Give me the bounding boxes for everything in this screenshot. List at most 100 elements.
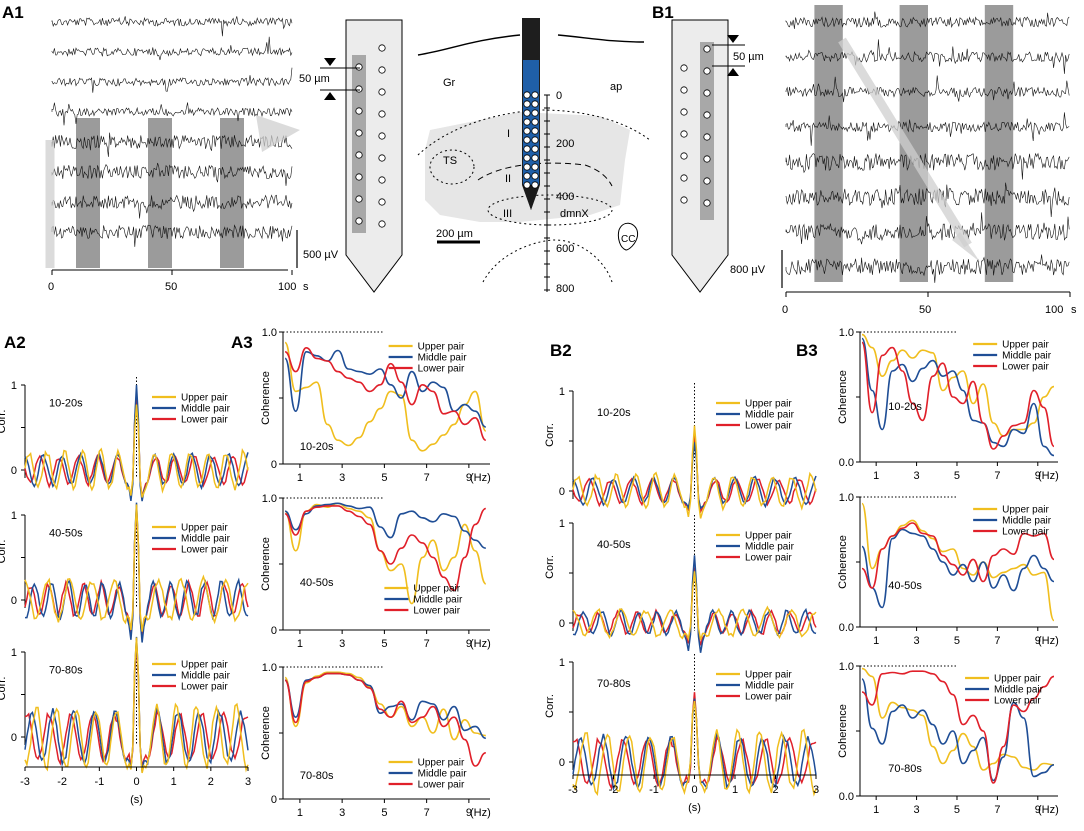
depth-200: 200 bbox=[556, 138, 574, 150]
b3-p2-legend-upper: Upper pair bbox=[1002, 505, 1049, 516]
recording-site bbox=[523, 163, 531, 171]
recording-site bbox=[531, 163, 539, 171]
a3-p3-legend-upper: Upper pair bbox=[418, 758, 465, 769]
recording-site bbox=[531, 136, 539, 144]
b2-series-upper bbox=[572, 425, 817, 519]
b3-x-tick-label: 9 bbox=[1035, 804, 1041, 816]
b3-p2-legend-middle: Middle pair bbox=[1002, 516, 1052, 527]
a3-x-tick-label: 1 bbox=[297, 472, 303, 484]
a3-window-label: 10-20s bbox=[300, 441, 334, 453]
b2-p1-legend-middle: Middle pair bbox=[745, 410, 795, 421]
b3-y-label: Coherence bbox=[837, 704, 849, 758]
raw-trace bbox=[785, 254, 1070, 283]
b3-y-tick-label: 1.0 bbox=[839, 492, 854, 504]
b3-x-tick-label: 9 bbox=[1035, 635, 1041, 647]
b1-tick-50: 50 bbox=[919, 304, 931, 316]
a2-x-tick-label: 3 bbox=[245, 776, 251, 788]
analysis-window-band bbox=[76, 118, 100, 268]
panel-label-a2: A2 bbox=[4, 333, 26, 352]
recording-site bbox=[531, 109, 539, 117]
b3-series-upper bbox=[861, 667, 1055, 771]
a3-y-tick-label: 0 bbox=[271, 459, 277, 471]
b3-subplot-3: 0.0 1.0 Coherence 1 3 5 7 9(Hz) 70-80s Upper pair… bbox=[837, 661, 1059, 816]
recording-site bbox=[531, 91, 539, 99]
label-gr: Gr bbox=[443, 77, 456, 89]
panel-label-b2: B2 bbox=[550, 341, 572, 360]
b2-p2-legend-upper: Upper pair bbox=[745, 531, 792, 542]
a3-series-middle bbox=[284, 672, 487, 740]
recording-site bbox=[680, 174, 688, 182]
a2-y-tick-label: 1 bbox=[11, 510, 17, 522]
ts-outline bbox=[429, 149, 475, 185]
depth-800: 800 bbox=[556, 283, 574, 295]
a3-y-tick-label: 1.0 bbox=[262, 327, 277, 339]
recording-site bbox=[378, 66, 386, 74]
label-layer-i: I bbox=[507, 128, 510, 140]
electrode-recording-zone bbox=[523, 60, 539, 185]
raw-trace bbox=[51, 67, 293, 93]
a3-series-lower bbox=[284, 346, 487, 441]
a2-x-tick-label: -2 bbox=[57, 776, 67, 788]
b3-x-tick-label: 3 bbox=[914, 804, 920, 816]
a3-series-middle bbox=[284, 502, 486, 549]
b3-p1-legend-middle: Middle pair bbox=[1002, 351, 1052, 362]
a3-p3-legend-middle: Middle pair bbox=[418, 769, 468, 780]
a3-subplot-2: 0 1.0 Coherence 1 3 5 7 9(Hz) 40-50s Upper pairMi… bbox=[260, 493, 491, 650]
a3-x-tick-label: 9 bbox=[466, 807, 472, 819]
a2-y-tick-label: 1 bbox=[11, 380, 17, 392]
a2-p2-legend-upper: Upper pair bbox=[181, 523, 228, 534]
a3-p1-legend-middle: Middle pair bbox=[418, 353, 468, 364]
a2-y-label: Corr. bbox=[0, 410, 8, 434]
recording-site bbox=[523, 91, 531, 99]
a3-y-tick-label: 1.0 bbox=[262, 662, 277, 674]
recording-site bbox=[378, 198, 386, 206]
a3-y-label: Coherence bbox=[260, 706, 272, 760]
panel-label-a3: A3 bbox=[231, 333, 253, 352]
b3-x-tick-label: 3 bbox=[914, 470, 920, 482]
b2-series-middle bbox=[572, 698, 817, 792]
b3-x-tick-label: 5 bbox=[954, 804, 960, 816]
a2-series-upper bbox=[24, 404, 249, 498]
label-dmnx: dmnX bbox=[560, 208, 589, 220]
analysis-window-band bbox=[220, 118, 244, 268]
a3-p1-legend-upper: Upper pair bbox=[418, 342, 465, 353]
a1-tick-0: 0 bbox=[48, 281, 54, 293]
a3-series-lower bbox=[284, 505, 487, 592]
a2-p3-legend-upper: Upper pair bbox=[181, 660, 228, 671]
a3-x-tick-label: 5 bbox=[381, 638, 387, 650]
a1-active-shank-highlight bbox=[352, 55, 366, 233]
recording-site bbox=[523, 136, 531, 144]
recording-site bbox=[378, 154, 386, 162]
label-ts: TS bbox=[443, 155, 457, 167]
a2-p3-legend-middle: Middle pair bbox=[181, 671, 231, 682]
depth-600: 600 bbox=[556, 243, 574, 255]
a1-time-unit: s bbox=[303, 281, 309, 293]
a3-x-unit: (Hz) bbox=[470, 807, 491, 819]
b3-x-unit: (Hz) bbox=[1038, 470, 1059, 482]
recording-site bbox=[680, 64, 688, 72]
raw-trace bbox=[785, 212, 1070, 245]
b1-recording-traces: 800 µV 0 50 100 s bbox=[730, 5, 1077, 316]
raw-trace bbox=[51, 224, 293, 247]
a2-p2-legend-lower: Lower pair bbox=[181, 545, 228, 556]
a3-subplot-1: 0 1.0 Coherence 1 3 5 7 9(Hz) 10-20s Upper pairMi… bbox=[260, 327, 491, 484]
b2-y-tick-label: 0 bbox=[559, 757, 565, 769]
b2-p3-legend-lower: Lower pair bbox=[745, 692, 792, 703]
b2-x-tick-label: -1 bbox=[649, 784, 659, 796]
a3-series-upper bbox=[284, 671, 486, 741]
a2-y-tick-label: 0 bbox=[11, 465, 17, 477]
a3-x-tick-label: 9 bbox=[466, 638, 472, 650]
b2-series-upper bbox=[572, 571, 817, 642]
a2-p1-legend-lower: Lower pair bbox=[181, 415, 228, 426]
a3-x-unit: (Hz) bbox=[470, 638, 491, 650]
a3-y-tick-label: 0 bbox=[271, 794, 277, 806]
a3-x-tick-label: 9 bbox=[466, 472, 472, 484]
recording-site bbox=[378, 44, 386, 52]
b1-time-unit: s bbox=[1071, 304, 1077, 316]
b3-window-label: 70-80s bbox=[888, 763, 922, 775]
label-layer-iii: III bbox=[503, 208, 512, 220]
b3-x-tick-label: 3 bbox=[914, 635, 920, 647]
b2-p2-legend-middle: Middle pair bbox=[745, 542, 795, 553]
